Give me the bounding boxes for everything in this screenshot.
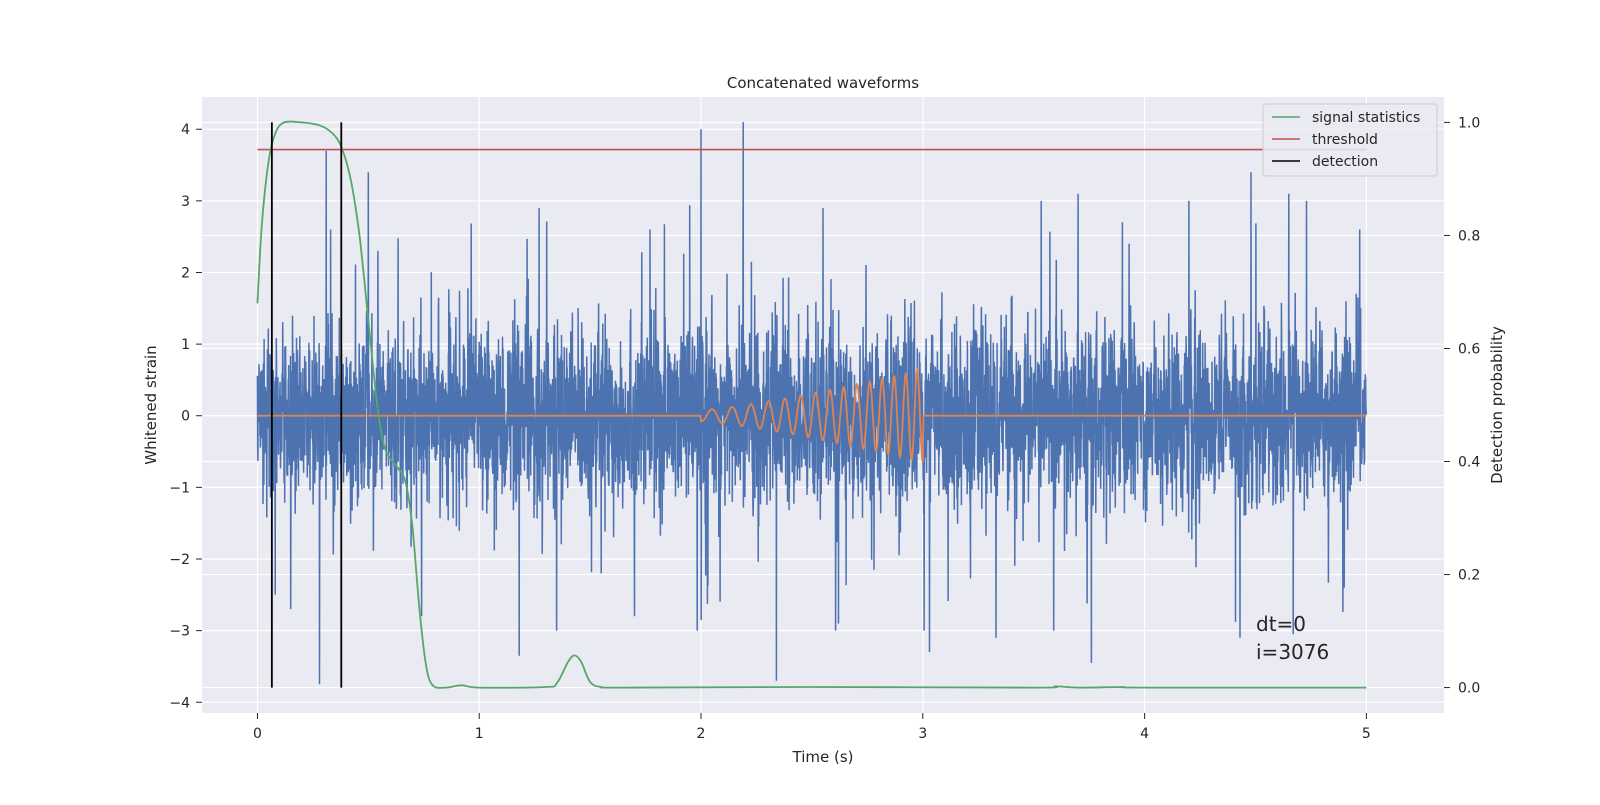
right-y-tick-label: 1.0	[1458, 115, 1480, 131]
x-tick-label: 1	[475, 726, 484, 742]
left-y-tick-label: 1	[181, 337, 190, 353]
right-y-tick-label: 0.4	[1458, 455, 1480, 471]
left-y-tick-label: 2	[181, 265, 190, 281]
legend-label-threshold: threshold	[1312, 132, 1378, 148]
x-tick-label: 5	[1362, 726, 1371, 742]
annotation-index: i=3076	[1256, 640, 1329, 664]
left-y-tick-label: −2	[169, 552, 190, 568]
plot-content	[256, 120, 1368, 689]
left-y-tick-label: 0	[181, 409, 190, 425]
chart-title: Concatenated waveforms	[727, 74, 919, 92]
signal-statistics-line	[256, 120, 1367, 689]
x-tick-label: 4	[1140, 726, 1149, 742]
x-tick-label: 3	[918, 726, 927, 742]
left-y-tick-label: 3	[181, 194, 190, 210]
legend-label-detection: detection	[1312, 154, 1378, 170]
axes: 0 1 2 3 4 5 4 3 2 1 0 −1 −2 −3 −4 1.0 0.8 0.6 0.4 0.2 0.0	[169, 115, 1480, 742]
x-tick-label: 2	[697, 726, 706, 742]
strain-series-line	[256, 122, 1368, 685]
x-tick-label: 0	[253, 726, 262, 742]
injection-series-line	[257, 366, 1367, 463]
left-y-axis-label: Whitened strain	[142, 345, 160, 464]
right-y-tick-label: 0.8	[1458, 228, 1480, 244]
annotation-dt: dt=0	[1256, 612, 1306, 636]
x-axis-label: Time (s)	[792, 748, 854, 766]
left-y-tick-label: −1	[169, 480, 190, 496]
left-y-tick-label: 4	[181, 122, 190, 138]
legend-box	[1262, 103, 1438, 177]
left-y-tick-label: −3	[169, 624, 190, 640]
right-y-tick-label: 0.0	[1458, 681, 1480, 697]
left-y-tick-label: −4	[169, 695, 190, 711]
right-y-tick-label: 0.6	[1458, 341, 1480, 357]
legend-label-signal-statistics: signal statistics	[1312, 110, 1420, 126]
right-y-tick-label: 0.2	[1458, 568, 1480, 584]
legend: signal statistics threshold detection	[1262, 103, 1438, 177]
right-y-axis-label: Detection probability	[1488, 326, 1506, 484]
